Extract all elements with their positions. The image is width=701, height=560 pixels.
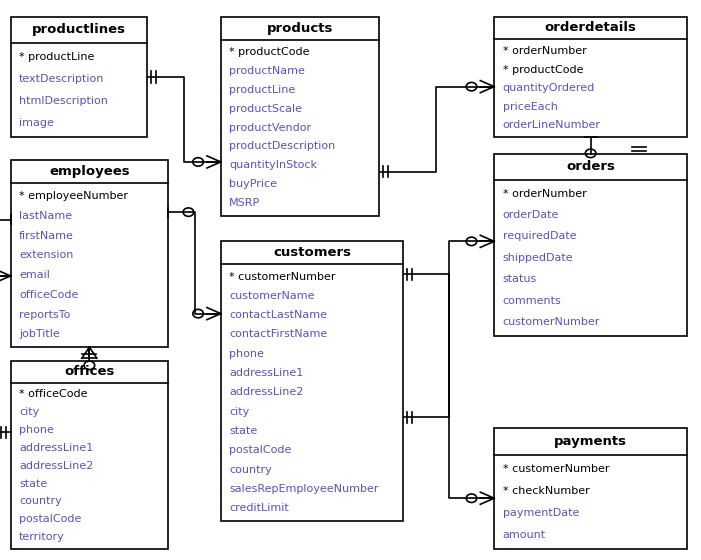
Text: email: email — [19, 270, 50, 280]
Text: customerNumber: customerNumber — [503, 317, 600, 327]
Text: lastName: lastName — [19, 211, 72, 221]
Text: productScale: productScale — [229, 104, 302, 114]
Text: requiredDate: requiredDate — [503, 231, 576, 241]
Text: quantityInStock: quantityInStock — [229, 160, 318, 170]
Text: territory: territory — [19, 532, 64, 542]
Text: firstName: firstName — [19, 231, 74, 241]
Text: orderDate: orderDate — [503, 210, 559, 220]
Text: * officeCode: * officeCode — [19, 389, 88, 399]
Text: addressLine2: addressLine2 — [19, 461, 93, 471]
Text: buyPrice: buyPrice — [229, 179, 277, 189]
Text: amount: amount — [503, 530, 546, 540]
Text: customerName: customerName — [229, 291, 315, 301]
Text: * employeeNumber: * employeeNumber — [19, 191, 128, 201]
Text: salesRepEmployeeNumber: salesRepEmployeeNumber — [229, 484, 379, 494]
Text: productDescription: productDescription — [229, 142, 336, 152]
Bar — [11, 361, 168, 549]
Text: reportsTo: reportsTo — [19, 310, 70, 320]
Text: officeCode: officeCode — [19, 290, 79, 300]
Text: jobTitle: jobTitle — [19, 329, 60, 339]
Text: phone: phone — [19, 425, 54, 435]
Text: * customerNumber: * customerNumber — [503, 464, 609, 474]
Text: orders: orders — [566, 160, 615, 174]
Text: textDescription: textDescription — [19, 74, 104, 84]
Text: productLine: productLine — [229, 85, 296, 95]
Text: shippedDate: shippedDate — [503, 253, 573, 263]
Bar — [221, 17, 379, 216]
Text: products: products — [266, 22, 333, 35]
Text: payments: payments — [554, 435, 627, 448]
Text: postalCode: postalCode — [19, 514, 81, 524]
Text: country: country — [229, 465, 272, 475]
Text: state: state — [19, 479, 47, 488]
Text: addressLine1: addressLine1 — [19, 443, 93, 453]
Text: offices: offices — [64, 366, 114, 379]
Text: * productLine: * productLine — [19, 52, 95, 62]
Text: phone: phone — [229, 349, 264, 359]
Text: priceEach: priceEach — [503, 101, 557, 111]
Bar — [221, 241, 403, 521]
Text: * productCode: * productCode — [503, 64, 583, 74]
Bar — [11, 17, 147, 137]
Text: * productCode: * productCode — [229, 47, 310, 57]
Text: postalCode: postalCode — [229, 445, 292, 455]
Bar — [11, 160, 168, 347]
Text: image: image — [19, 118, 54, 128]
Text: creditLimit: creditLimit — [229, 503, 289, 514]
Text: comments: comments — [503, 296, 562, 306]
Bar — [494, 17, 687, 137]
Bar — [494, 154, 687, 336]
Text: paymentDate: paymentDate — [503, 508, 579, 517]
Text: quantityOrdered: quantityOrdered — [503, 83, 595, 93]
Text: city: city — [229, 407, 250, 417]
Text: addressLine2: addressLine2 — [229, 388, 304, 398]
Text: * orderNumber: * orderNumber — [503, 189, 586, 199]
Text: employees: employees — [49, 165, 130, 178]
Text: htmlDescription: htmlDescription — [19, 96, 108, 106]
Text: addressLine1: addressLine1 — [229, 368, 304, 378]
Text: productlines: productlines — [32, 24, 126, 36]
Text: orderLineNumber: orderLineNumber — [503, 120, 601, 130]
Text: MSRP: MSRP — [229, 198, 261, 208]
Text: contactFirstName: contactFirstName — [229, 329, 327, 339]
Text: country: country — [19, 497, 62, 506]
Text: state: state — [229, 426, 257, 436]
Text: city: city — [19, 407, 39, 417]
Text: * customerNumber: * customerNumber — [229, 272, 336, 282]
Text: * checkNumber: * checkNumber — [503, 486, 590, 496]
Text: * orderNumber: * orderNumber — [503, 46, 586, 56]
Text: customers: customers — [273, 246, 351, 259]
Text: productVendor: productVendor — [229, 123, 311, 133]
Bar — [494, 428, 687, 549]
Text: orderdetails: orderdetails — [545, 21, 637, 34]
Text: contactLastName: contactLastName — [229, 310, 327, 320]
Text: extension: extension — [19, 250, 74, 260]
Text: productName: productName — [229, 66, 305, 76]
Text: status: status — [503, 274, 537, 284]
